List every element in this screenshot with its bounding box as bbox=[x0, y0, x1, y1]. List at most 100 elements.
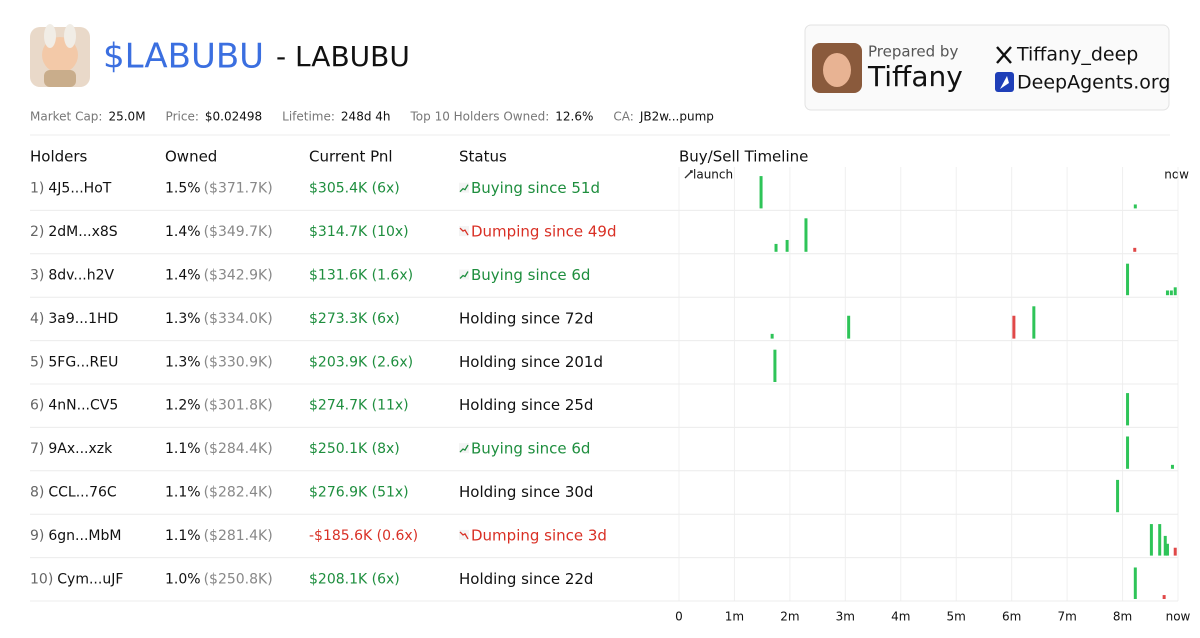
timeline-end: now bbox=[1164, 168, 1189, 182]
x-icon bbox=[996, 46, 1012, 64]
holder-address[interactable]: 8dv...h2V bbox=[48, 268, 114, 284]
holder-address[interactable]: 6gn...MbM bbox=[48, 528, 121, 544]
author-avatar bbox=[812, 43, 862, 93]
trade-bar bbox=[1169, 290, 1173, 296]
trend-icon bbox=[459, 226, 469, 237]
trade-bar bbox=[774, 243, 778, 252]
x-tick-label: 5m bbox=[947, 610, 966, 624]
twitter-handle[interactable]: Tiffany_deep bbox=[1016, 44, 1138, 66]
trade-bar bbox=[1012, 315, 1016, 339]
site-icon bbox=[995, 72, 1014, 92]
trade-bar bbox=[1162, 595, 1166, 599]
owned-pct: 1.5% bbox=[165, 181, 201, 197]
icon-line bbox=[459, 531, 469, 540]
trade-bar bbox=[1165, 290, 1169, 296]
trend-icon bbox=[459, 182, 469, 193]
status: Buying since 51d bbox=[471, 179, 600, 197]
icon-bg bbox=[459, 443, 469, 454]
trend-icon bbox=[459, 443, 469, 454]
trade-bar bbox=[1173, 547, 1177, 556]
launch-icon bbox=[684, 170, 693, 179]
stat-label: Lifetime: bbox=[282, 110, 335, 124]
rank: 2) bbox=[30, 224, 44, 240]
holder-address[interactable]: 4nN...CV5 bbox=[48, 398, 118, 414]
trade-bar bbox=[1133, 204, 1137, 209]
status: Holding since 72d bbox=[459, 309, 593, 327]
pnl: $203.9K (2.6x) bbox=[309, 354, 413, 370]
rank: 6) bbox=[30, 398, 44, 414]
trade-bar bbox=[1158, 524, 1162, 556]
owned-pct: 1.4% bbox=[165, 268, 201, 284]
token-name: - LABUBU bbox=[276, 40, 410, 73]
stat-value: $0.02498 bbox=[205, 110, 262, 124]
stat-value: JB2w...pump bbox=[639, 110, 714, 124]
icon-line bbox=[459, 444, 469, 453]
status: Dumping since 49d bbox=[471, 223, 617, 241]
owned-pct: 1.1% bbox=[165, 441, 201, 457]
x-tick-label: 3m bbox=[836, 610, 855, 624]
owned-usd: ($330.9K) bbox=[204, 354, 273, 370]
stat-label: Price: bbox=[166, 110, 199, 124]
trade-bar bbox=[1032, 306, 1036, 339]
stat-value: 25.0M bbox=[108, 110, 145, 124]
pnl: $250.1K (8x) bbox=[309, 441, 400, 457]
status: Holding since 22d bbox=[459, 570, 593, 588]
trade-bar bbox=[804, 218, 808, 252]
status: Holding since 25d bbox=[459, 396, 593, 414]
trade-bar bbox=[847, 315, 851, 339]
column-header: Status bbox=[459, 148, 507, 166]
rank: 1) bbox=[30, 181, 44, 197]
x-tick-label: 8m bbox=[1113, 610, 1132, 624]
trade-bar bbox=[1133, 567, 1137, 599]
status: Dumping since 3d bbox=[471, 526, 607, 544]
holder-address[interactable]: Cym...uJF bbox=[57, 571, 123, 587]
stat-value: 12.6% bbox=[555, 110, 593, 124]
status: Buying since 6d bbox=[471, 440, 590, 458]
x-tick-label: 4m bbox=[891, 610, 910, 624]
owned-pct: 1.3% bbox=[165, 311, 201, 327]
trade-bar bbox=[1116, 479, 1120, 513]
trade-bar bbox=[1163, 535, 1167, 556]
holder-address[interactable]: 5FG...REU bbox=[48, 354, 118, 370]
trend-icon bbox=[459, 269, 469, 280]
pnl: $208.1K (6x) bbox=[309, 571, 400, 587]
holder-address[interactable]: 3a9...1HD bbox=[48, 311, 118, 327]
x-tick-label: 2m bbox=[780, 610, 799, 624]
holder-address[interactable]: 9Ax...xzk bbox=[48, 441, 113, 457]
owned-usd: ($301.8K) bbox=[204, 398, 273, 414]
stat-label: Market Cap: bbox=[30, 110, 102, 124]
x-tick-label: now bbox=[1166, 610, 1191, 624]
token-logo bbox=[30, 24, 90, 87]
owned-pct: 1.2% bbox=[165, 398, 201, 414]
owned-pct: 1.1% bbox=[165, 528, 201, 544]
x-tick-label: 0 bbox=[675, 610, 683, 624]
pnl: $131.6K (1.6x) bbox=[309, 268, 413, 284]
column-header: Owned bbox=[165, 148, 217, 166]
owned-usd: ($349.7K) bbox=[204, 224, 273, 240]
trade-bar bbox=[1133, 247, 1137, 252]
pnl: $276.9K (51x) bbox=[309, 485, 409, 501]
ticker: $LABUBU bbox=[103, 37, 264, 77]
trade-bar bbox=[1126, 393, 1130, 426]
icon-bg bbox=[459, 182, 469, 193]
status: Holding since 201d bbox=[459, 353, 603, 371]
status: Buying since 6d bbox=[471, 266, 590, 284]
trade-bar bbox=[759, 176, 763, 209]
owned-pct: 1.4% bbox=[165, 224, 201, 240]
status: Holding since 30d bbox=[459, 483, 593, 501]
holder-address[interactable]: 4J5...HoT bbox=[48, 181, 111, 197]
holder-address[interactable]: 2dM...x8S bbox=[48, 224, 117, 240]
pnl: $274.7K (11x) bbox=[309, 398, 409, 414]
stat-label: Top 10 Holders Owned: bbox=[410, 110, 550, 124]
site-link[interactable]: DeepAgents.org bbox=[1017, 72, 1170, 94]
trade-bar bbox=[785, 239, 789, 252]
trade-bar bbox=[1170, 464, 1174, 469]
column-header: Holders bbox=[30, 148, 88, 166]
timeline-start: launch bbox=[693, 168, 733, 182]
owned-pct: 1.1% bbox=[165, 485, 201, 501]
holder-address[interactable]: CCL...76C bbox=[48, 485, 117, 501]
rank: 5) bbox=[30, 354, 44, 370]
owned-pct: 1.3% bbox=[165, 354, 201, 370]
pnl: $273.3K (6x) bbox=[309, 311, 400, 327]
